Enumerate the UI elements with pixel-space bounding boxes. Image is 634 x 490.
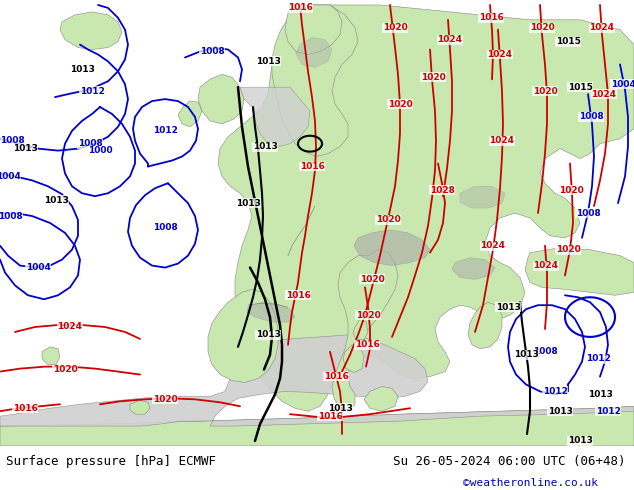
Text: 1013: 1013 — [256, 330, 280, 340]
Text: 1004: 1004 — [25, 263, 51, 272]
Text: 1013: 1013 — [236, 198, 261, 208]
Text: 1008: 1008 — [77, 139, 102, 148]
Text: 1012: 1012 — [586, 354, 611, 363]
Text: 1016: 1016 — [13, 404, 37, 413]
Text: 1024: 1024 — [590, 23, 614, 32]
Polygon shape — [332, 250, 398, 411]
Polygon shape — [364, 387, 398, 411]
Text: 1013: 1013 — [514, 350, 538, 359]
Text: 1008: 1008 — [576, 209, 600, 218]
Text: 1008: 1008 — [153, 223, 178, 232]
Polygon shape — [343, 345, 364, 372]
Text: 1020: 1020 — [420, 73, 445, 82]
Text: 1024: 1024 — [437, 35, 462, 44]
Text: 1015: 1015 — [555, 37, 581, 46]
Text: 1013: 1013 — [328, 404, 353, 413]
Text: 1012: 1012 — [595, 407, 621, 416]
Text: 1016: 1016 — [479, 13, 503, 23]
Text: 1004: 1004 — [611, 80, 634, 89]
Polygon shape — [178, 101, 202, 127]
Polygon shape — [452, 258, 495, 279]
Text: 1016: 1016 — [323, 372, 349, 381]
Text: 1000: 1000 — [87, 146, 112, 155]
Polygon shape — [296, 38, 332, 68]
Text: 1008: 1008 — [579, 112, 604, 122]
Polygon shape — [240, 87, 310, 147]
Polygon shape — [468, 302, 502, 349]
Text: 1013: 1013 — [252, 142, 278, 151]
Text: 1020: 1020 — [559, 186, 583, 195]
Text: 1013: 1013 — [256, 57, 280, 66]
Text: 1020: 1020 — [529, 23, 554, 32]
Text: 1013: 1013 — [567, 437, 592, 445]
Polygon shape — [218, 5, 634, 411]
Text: 1020: 1020 — [359, 275, 384, 284]
Text: 1016: 1016 — [354, 341, 379, 349]
Text: Surface pressure [hPa] ECMWF: Surface pressure [hPa] ECMWF — [6, 455, 216, 468]
Text: 1024: 1024 — [592, 90, 616, 98]
Polygon shape — [353, 319, 368, 340]
Polygon shape — [0, 335, 634, 426]
Polygon shape — [130, 400, 150, 414]
Polygon shape — [42, 347, 60, 365]
Text: 1008: 1008 — [200, 47, 224, 56]
Text: 1020: 1020 — [387, 99, 412, 109]
Text: 1013: 1013 — [70, 65, 94, 74]
Text: 1016: 1016 — [288, 3, 313, 12]
Text: Su 26-05-2024 06:00 UTC (06+48): Su 26-05-2024 06:00 UTC (06+48) — [393, 455, 626, 468]
Polygon shape — [460, 186, 505, 208]
Text: 1020: 1020 — [356, 311, 380, 319]
Polygon shape — [354, 230, 430, 266]
Text: 1024: 1024 — [488, 50, 512, 59]
Text: 1020: 1020 — [533, 87, 557, 96]
Text: 1024: 1024 — [58, 322, 82, 332]
Text: 1013: 1013 — [588, 390, 612, 399]
Polygon shape — [208, 289, 278, 383]
Polygon shape — [285, 5, 342, 54]
Text: 1024: 1024 — [533, 261, 559, 270]
Text: 1013: 1013 — [496, 303, 521, 312]
Text: 1008: 1008 — [533, 347, 557, 356]
Text: 1012: 1012 — [79, 87, 105, 96]
Text: 1020: 1020 — [555, 245, 580, 254]
Polygon shape — [525, 248, 634, 295]
Text: 1020: 1020 — [383, 23, 408, 32]
Text: 1013: 1013 — [13, 144, 37, 153]
Text: 1020: 1020 — [153, 395, 178, 404]
Text: 1013: 1013 — [548, 407, 573, 416]
Text: 1016: 1016 — [318, 412, 342, 421]
Polygon shape — [0, 406, 634, 446]
Polygon shape — [60, 12, 122, 49]
Text: 1008: 1008 — [0, 212, 22, 220]
Text: 1016: 1016 — [285, 291, 311, 300]
Text: 1013: 1013 — [44, 196, 68, 205]
Text: 1004: 1004 — [0, 172, 20, 181]
Text: 1024: 1024 — [489, 136, 515, 145]
Text: 1012: 1012 — [543, 387, 567, 396]
Polygon shape — [198, 74, 244, 124]
Text: ©weatheronline.co.uk: ©weatheronline.co.uk — [463, 478, 598, 489]
Text: 1016: 1016 — [299, 162, 325, 171]
Text: 1020: 1020 — [53, 365, 77, 374]
Polygon shape — [247, 302, 295, 322]
Text: 1028: 1028 — [430, 186, 455, 195]
Text: 1012: 1012 — [153, 126, 178, 135]
Text: 1020: 1020 — [375, 216, 401, 224]
Polygon shape — [272, 5, 358, 157]
Text: 1015: 1015 — [567, 83, 592, 92]
Text: 1024: 1024 — [481, 241, 505, 250]
Text: 1008: 1008 — [0, 136, 24, 145]
